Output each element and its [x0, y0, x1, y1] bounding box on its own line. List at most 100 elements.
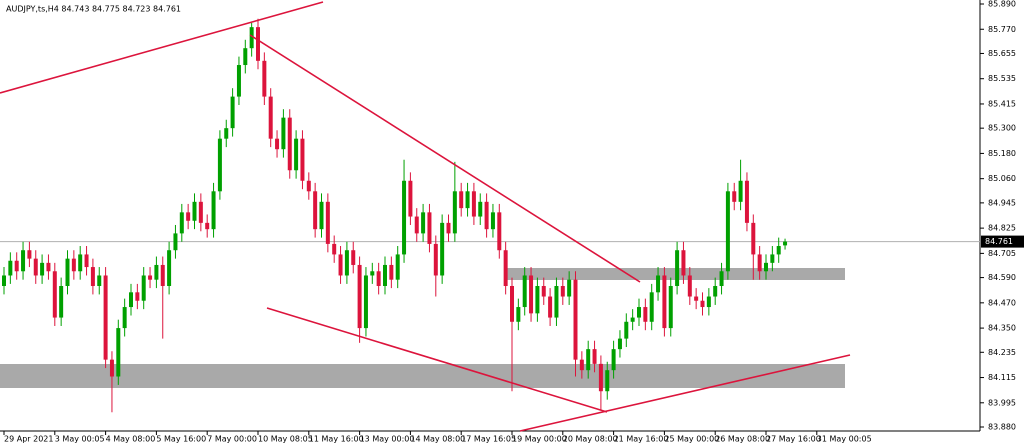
x-tick-label: 4 May 08:00 — [106, 435, 156, 444]
candle-body — [605, 370, 610, 392]
x-tick-label: 19 May 00:00 — [512, 435, 567, 444]
candle-body — [764, 262, 768, 272]
candle-body — [281, 117, 286, 150]
candle-body — [478, 201, 483, 217]
candle-body — [14, 260, 19, 272]
candle-body — [230, 96, 235, 129]
x-tick-label: 10 May 08:05 — [258, 435, 313, 444]
chart-title: AUDJPY,ts,H4 84.743 84.775 84.723 84.761 — [6, 5, 181, 14]
y-tick-label: 84.115 — [988, 373, 1016, 382]
y-tick-label: 85.655 — [988, 49, 1016, 58]
candle-body — [757, 254, 762, 272]
candle-body — [548, 296, 553, 318]
trend-line — [0, 1, 324, 94]
current-price-label: 84.761 — [985, 237, 1013, 246]
candle-body — [503, 250, 508, 287]
y-tick-label: 85.060 — [988, 174, 1016, 183]
candle-body — [484, 201, 489, 230]
candle-body — [497, 212, 502, 251]
candle-body — [116, 328, 121, 377]
candle-body — [332, 243, 337, 255]
candle-body — [319, 201, 324, 230]
y-tick-label: 84.945 — [988, 198, 1016, 207]
x-tick-label: 27 May 16:00 — [766, 435, 821, 444]
candle-body — [129, 292, 133, 308]
y-tick-label: 85.770 — [988, 25, 1016, 34]
candle-body — [249, 27, 254, 49]
candle-body — [46, 262, 51, 272]
candle-body — [522, 275, 527, 308]
candle-body — [535, 286, 540, 314]
candle-body — [135, 292, 140, 301]
candle-body — [256, 27, 260, 61]
candle-body — [262, 60, 267, 97]
candle-body — [713, 286, 718, 297]
candle-body — [84, 254, 89, 268]
candle-body — [109, 359, 114, 377]
candle-body — [27, 250, 32, 259]
candle-body — [433, 243, 438, 276]
y-tick-label: 85.180 — [988, 149, 1016, 158]
candle-body — [243, 48, 248, 66]
candle-body — [624, 321, 629, 339]
candle-body — [529, 275, 534, 314]
candle-body — [40, 262, 45, 276]
x-tick-label: 21 May 16:00 — [614, 435, 669, 444]
candle-body — [694, 296, 699, 301]
candle-body — [649, 292, 654, 322]
candle-body — [154, 264, 159, 280]
candle-body — [675, 250, 680, 287]
candle-body — [421, 212, 426, 234]
candle-body — [516, 307, 521, 322]
x-tick-label: 5 May 16:00 — [156, 435, 206, 444]
candle-body — [59, 286, 64, 318]
candle-body — [21, 250, 26, 272]
x-tick-label: 3 May 00:05 — [55, 435, 105, 444]
candle-body — [744, 180, 749, 223]
candle-body — [198, 201, 203, 223]
candle-body — [97, 275, 102, 287]
trend-line — [266, 307, 608, 413]
x-tick-label: 11 May 16:00 — [309, 435, 364, 444]
candle-body — [71, 258, 76, 272]
candle-body — [357, 264, 362, 329]
candle-body — [78, 254, 83, 272]
candle-body — [205, 222, 210, 230]
candle-body — [440, 222, 445, 276]
trend-line — [249, 34, 641, 283]
x-tick-label: 31 May 00:05 — [817, 435, 872, 444]
candle-body — [541, 286, 546, 297]
x-tick-label: 20 May 08:00 — [563, 435, 618, 444]
candle-body — [579, 359, 584, 371]
y-tick-label: 84.825 — [988, 224, 1016, 233]
candle-body — [192, 201, 197, 221]
candle-body — [567, 279, 572, 297]
y-tick-label: 83.995 — [988, 398, 1016, 407]
candle-body — [598, 363, 603, 392]
x-tick-label: 13 May 00:00 — [360, 435, 415, 444]
candle-body — [554, 286, 559, 318]
candle-body — [471, 191, 476, 217]
candle-body — [300, 138, 305, 181]
candle-body — [573, 279, 578, 360]
candle-body — [732, 191, 737, 202]
candle-body — [414, 216, 419, 234]
candle-body — [586, 349, 591, 371]
y-tick-label: 84.235 — [988, 348, 1016, 357]
candle-body — [376, 271, 381, 287]
candle-body — [148, 275, 153, 280]
candle-body — [560, 286, 565, 297]
candle-body — [389, 264, 394, 280]
candle-body — [186, 212, 191, 221]
candle-body — [751, 222, 756, 255]
candle-body — [706, 296, 711, 308]
y-tick-label: 84.350 — [988, 324, 1016, 333]
candle-body — [408, 180, 413, 217]
candle-body — [637, 307, 641, 318]
candle-body — [668, 286, 673, 329]
candle-body — [306, 180, 311, 192]
candle-body — [611, 349, 616, 371]
candle-body — [383, 264, 387, 287]
candle-body — [351, 250, 356, 265]
